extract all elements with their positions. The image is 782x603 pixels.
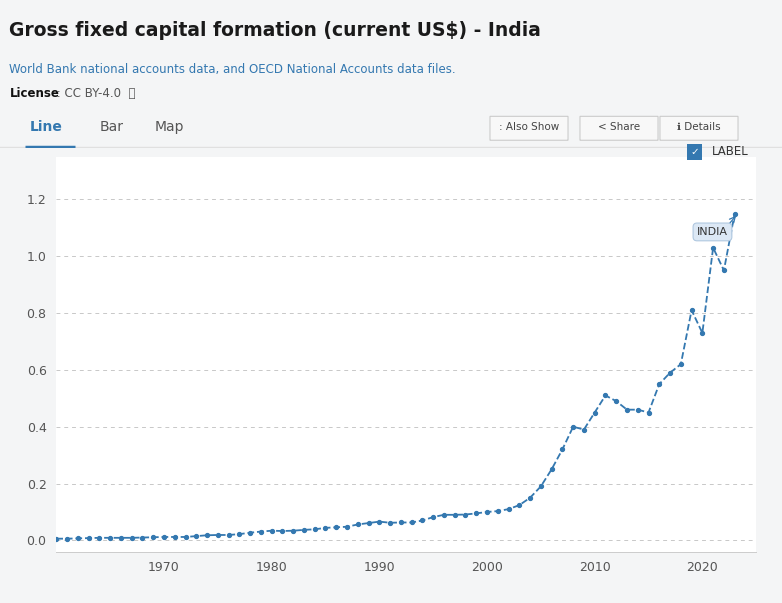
FancyBboxPatch shape [580, 116, 658, 140]
Text: LABEL: LABEL [712, 145, 748, 159]
Text: : CC BY-4.0  ⓘ: : CC BY-4.0 ⓘ [53, 87, 135, 101]
Text: Bar: Bar [100, 120, 124, 134]
Text: License: License [9, 87, 59, 101]
FancyBboxPatch shape [490, 116, 568, 140]
Text: Line: Line [30, 120, 63, 134]
Text: World Bank national accounts data, and OECD National Accounts data files.: World Bank national accounts data, and O… [9, 63, 456, 77]
Text: ✓: ✓ [690, 147, 699, 157]
Text: INDIA: INDIA [697, 227, 728, 237]
Text: ℹ Details: ℹ Details [677, 122, 721, 132]
Text: Map: Map [155, 120, 185, 134]
Text: Gross fixed capital formation (current US$) - India: Gross fixed capital formation (current U… [9, 21, 541, 40]
Text: < Share: < Share [598, 122, 640, 132]
Text: : Also Show: : Also Show [499, 122, 559, 132]
FancyBboxPatch shape [660, 116, 738, 140]
